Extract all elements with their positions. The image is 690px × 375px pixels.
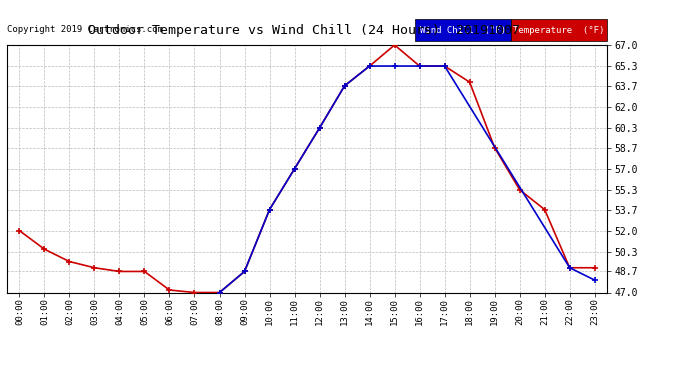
Text: Temperature  (°F): Temperature (°F) [513, 26, 605, 34]
Text: Outdoor Temperature vs Wind Chill (24 Hours)  20191007: Outdoor Temperature vs Wind Chill (24 Ho… [88, 24, 520, 38]
Text: Wind Chill  (°F): Wind Chill (°F) [420, 26, 506, 34]
FancyBboxPatch shape [511, 19, 607, 41]
Text: Copyright 2019 Cartronics.com: Copyright 2019 Cartronics.com [7, 25, 163, 34]
FancyBboxPatch shape [415, 19, 511, 41]
